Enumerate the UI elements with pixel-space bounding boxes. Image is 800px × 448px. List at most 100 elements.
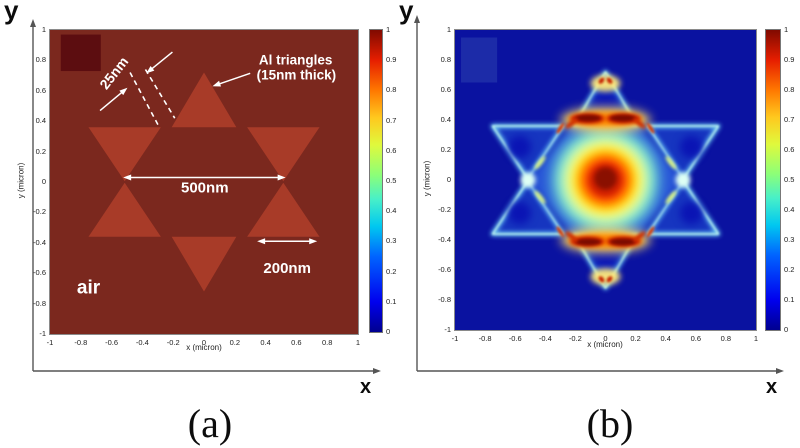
colorbar-tick-label: 0.1 (784, 295, 795, 304)
field-hotspot (665, 190, 677, 204)
annotation-text: 200nm (263, 260, 311, 277)
field-hotspot (575, 114, 601, 122)
y-tick-label: -0.4 (33, 237, 46, 247)
arrow-shaft (150, 51, 173, 71)
gap-dashed-line (144, 69, 176, 119)
x-tick-label: -0.6 (508, 334, 522, 343)
field-hotspot (633, 118, 646, 129)
y-tick-label: -0.4 (438, 235, 451, 244)
annotation-text: air (77, 278, 101, 299)
colorbar-tick-label: 0 (784, 325, 789, 334)
x-tick-label: -1 (46, 338, 54, 347)
colorbar-tick-label: 0.3 (386, 236, 397, 246)
al-triangle (171, 72, 237, 128)
y-tick-label: -0.8 (438, 295, 451, 304)
caption-a: (a) (187, 401, 233, 446)
field-hotspot (590, 75, 621, 92)
al-triangle (88, 127, 161, 182)
corner-patch (461, 37, 498, 83)
x-tick-label: 1 (355, 338, 361, 347)
colorbar-tick-label: 0 (386, 327, 391, 336)
y-tick-label: -0.6 (438, 265, 451, 274)
arrowhead-icon (277, 174, 286, 181)
arrowhead-icon (146, 65, 155, 74)
y-tick-label: -1 (39, 329, 46, 338)
colorbar-tick-label: 0.4 (386, 206, 397, 216)
annotation-text: Al triangles (259, 52, 333, 67)
x-tick-label: 0.6 (291, 338, 302, 347)
field-hotspot (679, 135, 703, 159)
x-tick-label: -1 (451, 334, 459, 343)
x-tick-label: -0.8 (478, 334, 492, 343)
y-tick-label: -1 (444, 325, 451, 334)
arrowhead-icon (123, 174, 132, 181)
field-hotspot (646, 226, 655, 238)
x-tick-label: -0.6 (105, 338, 119, 347)
colorbar-tick-label: 0.1 (386, 296, 397, 306)
y-tick-label: 0 (41, 177, 46, 186)
field-hotspot (575, 238, 601, 246)
field-hotspot (606, 77, 613, 84)
field-hotspot (534, 190, 546, 204)
x-tick-label: -0.8 (74, 338, 88, 347)
colorbar-tick-label: 0.6 (386, 145, 397, 155)
x-tick-label: -0.2 (166, 338, 180, 347)
x-tick-label: 0.2 (630, 334, 641, 343)
gap-dashed-line (129, 72, 161, 128)
x-tick-label: 0.8 (720, 334, 732, 343)
arrowhead-icon (119, 87, 128, 96)
field-hotspot (646, 122, 655, 134)
heatmap-b (455, 30, 756, 330)
colorbar-tick-label: 0.2 (784, 265, 795, 274)
x-tick-label: 0.6 (690, 334, 702, 343)
field-hotspot (565, 231, 578, 242)
plot-area-b (454, 29, 757, 331)
x-tick-label: -0.4 (538, 334, 552, 343)
colorbar-tick-label: 0.5 (386, 176, 397, 185)
field-hotspot (598, 77, 605, 84)
colorbar-tick-label: 0.4 (784, 205, 795, 214)
al-triangle (171, 236, 237, 292)
y-tick-label: 0.2 (35, 146, 46, 156)
annotation-text: (15nm thick) (257, 68, 337, 83)
x-tick-label: 0.8 (321, 338, 333, 347)
colorbar-a (369, 29, 383, 333)
x-tick-label: -0.4 (135, 338, 149, 347)
field-hotspot (534, 156, 546, 170)
outer-x-axis-letter-a: x (360, 376, 372, 398)
colorbar-tick-label: 0.7 (386, 115, 397, 125)
x-tick-label: 0 (201, 338, 207, 347)
field-hotspot (675, 172, 691, 188)
field-hotspot (520, 172, 536, 188)
field-hotspot (594, 167, 617, 190)
y-tick-label: 0 (446, 175, 451, 184)
field-hotspot (556, 122, 565, 134)
y-tick-label: -0.2 (438, 205, 451, 214)
y-tick-label: -0.6 (33, 268, 46, 278)
corner-patch (60, 34, 101, 72)
field-hotspot (679, 201, 703, 225)
field-hotspot (590, 268, 621, 285)
al-triangle (247, 127, 320, 182)
y-tick-label: 0.8 (35, 55, 46, 65)
y-tick-label: 0.4 (35, 116, 46, 126)
field-hotspot (665, 156, 677, 170)
y-tick-label: 0.6 (440, 85, 451, 94)
x-tick-label: 0.4 (260, 338, 271, 347)
al-triangle (88, 182, 161, 237)
field-hotspot (565, 118, 578, 129)
field-hotspot (606, 276, 613, 283)
y-tick-label: 0.8 (440, 55, 451, 64)
x-tick-label: 0 (603, 334, 608, 343)
x-axis-label-b: x (micron) (587, 340, 623, 349)
colorbar-tick-label: 0.9 (386, 55, 397, 65)
arrow-shaft (217, 72, 251, 86)
x-tick-label: -0.2 (568, 334, 582, 343)
field-hotspot (508, 135, 532, 159)
y-tick-label: -0.8 (33, 298, 46, 308)
outer-x-axis-letter-b: x (766, 376, 778, 398)
outer-y-axis-letter-b: y (399, 0, 414, 25)
